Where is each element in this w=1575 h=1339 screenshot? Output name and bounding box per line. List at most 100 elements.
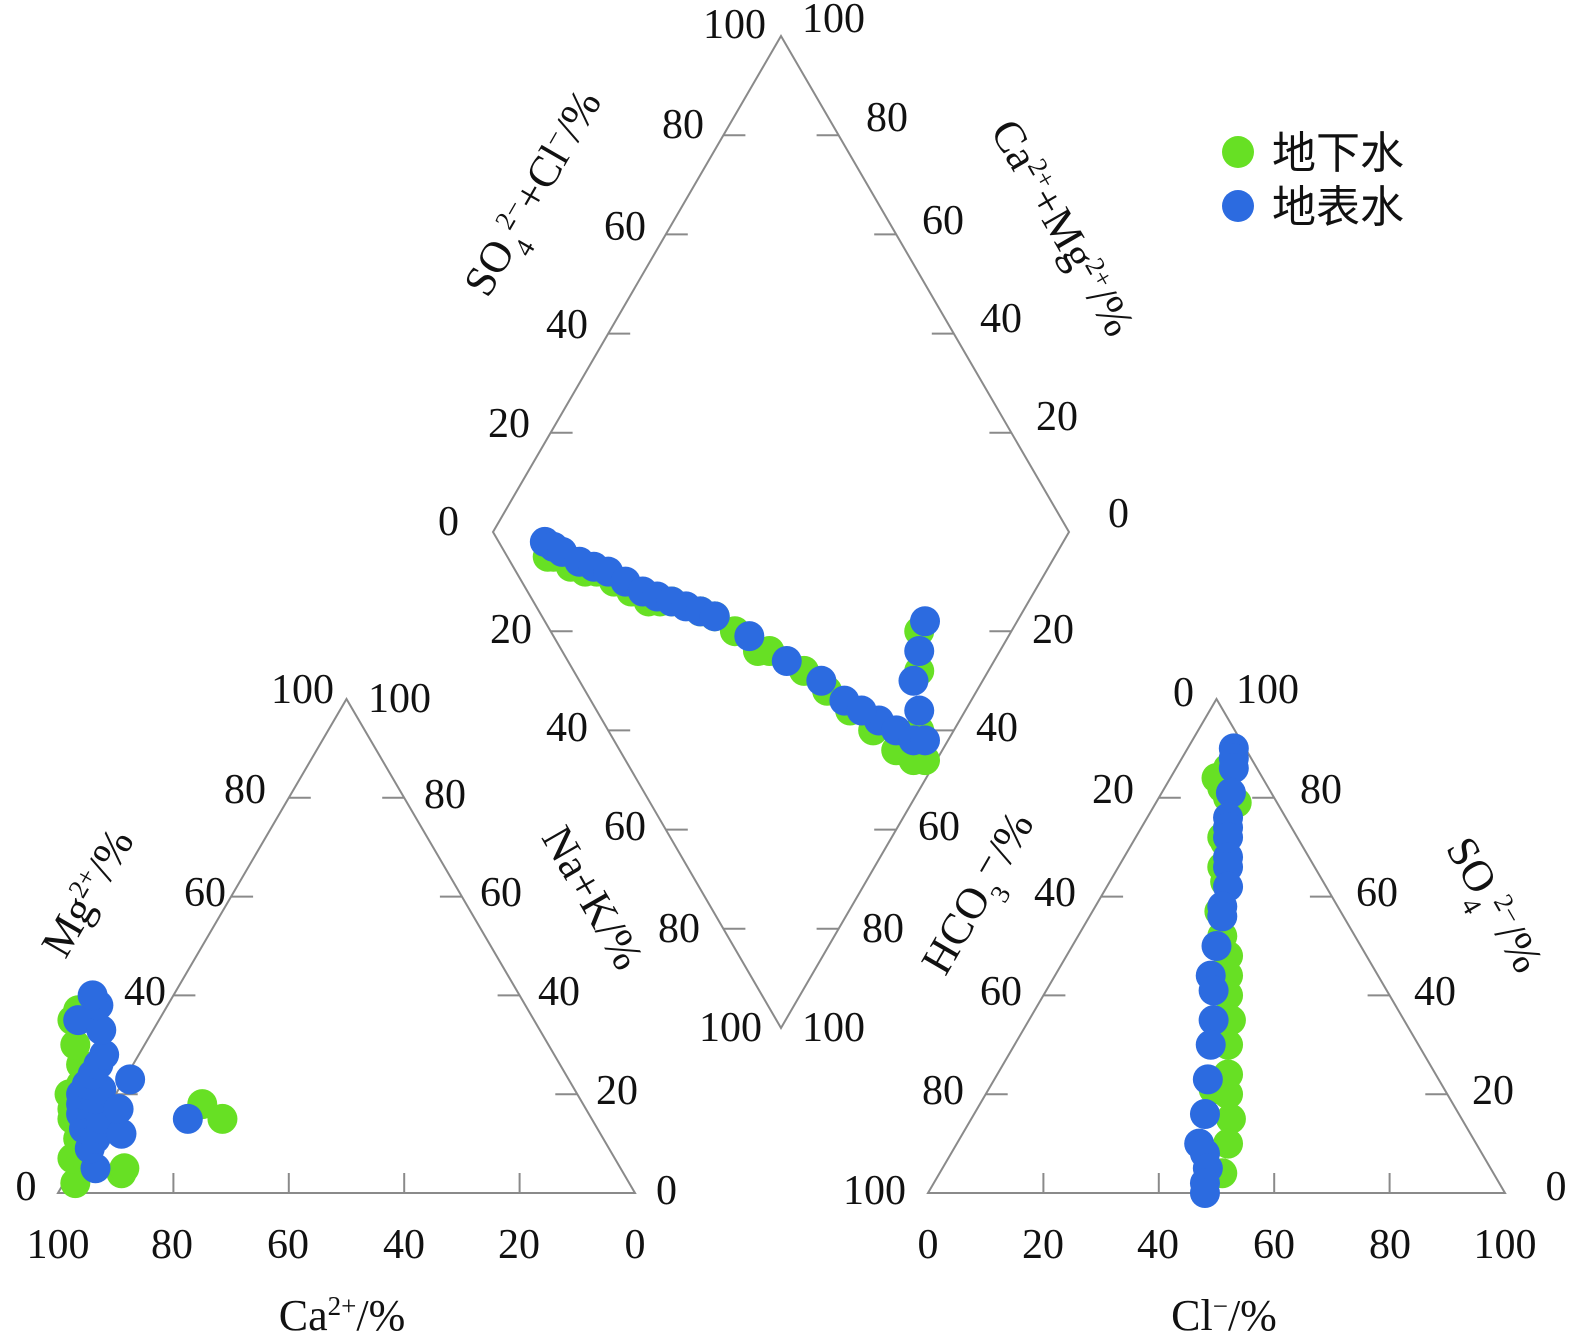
diamond-ll-tick-label: 100	[699, 1005, 762, 1051]
groundwater-point	[207, 1103, 238, 1134]
diamond-ll-tick-label: 60	[604, 804, 646, 850]
anion-x-axis-label: Cl−/%	[1171, 1291, 1277, 1339]
cation-x-tick-label: 80	[151, 1222, 193, 1268]
diamond-lr-tick-label: 100	[802, 1005, 865, 1051]
diamond-ll-tick-label: 80	[658, 906, 700, 952]
cation-x-tick-label: 60	[267, 1222, 309, 1268]
cation-x-axis-label: Ca2+/%	[279, 1291, 406, 1339]
cation-left-axis-label: Mg2+/%	[32, 820, 144, 965]
cation-left-tick-label: 100	[271, 667, 334, 713]
anion-left-tick-label: 60	[980, 969, 1022, 1015]
cation-right-tick-label: 20	[596, 1068, 638, 1114]
anion-right-tick-label: 20	[1472, 1068, 1514, 1114]
diamond-lr-tick-label: 80	[862, 906, 904, 952]
piper-diamond	[491, 34, 1071, 1030]
anion-x-tick-label: 20	[1022, 1222, 1064, 1268]
cation-x-tick-label: 0	[625, 1222, 646, 1268]
diamond-ul-tick-label: 60	[604, 204, 646, 250]
cation-triangle	[56, 697, 637, 1194]
groundwater-point	[1215, 1103, 1246, 1134]
tick-labels: 100 80 60 40 20 0 0 20 40 60 80 100 100 80 60 40 20 0 0 20 4…	[16, 0, 1567, 1268]
diamond-ll-tick-label: 40	[546, 705, 588, 751]
surfacewater-point	[734, 621, 765, 652]
diamond-ul-tick-label: 0	[438, 499, 459, 545]
anion-x-tick-label: 80	[1369, 1222, 1411, 1268]
diamond-ul-tick-label: 80	[662, 102, 704, 148]
anion-right-tick-label: 100	[1236, 667, 1299, 713]
data-points	[54, 526, 1252, 1208]
diamond-ur-tick-label: 80	[866, 95, 908, 141]
diamond-ul-tick-label: 100	[703, 2, 766, 48]
diamond-ur-tick-label: 100	[802, 0, 865, 42]
surfacewater-point	[910, 606, 940, 637]
cation-right-tick-label: 100	[368, 676, 431, 722]
diamond-ur-tick-label: 20	[1036, 394, 1078, 440]
anion-right-tick-label: 0	[1546, 1164, 1567, 1210]
surfacewater-point	[103, 1094, 134, 1125]
surfacewater-point	[771, 645, 802, 676]
surfacewater-point	[1198, 975, 1229, 1006]
surfacewater-point	[1189, 1098, 1220, 1129]
cation-right-tick-label: 60	[480, 870, 522, 916]
diamond-lr-tick-label: 20	[1032, 607, 1074, 653]
surfacewater-point	[1192, 1064, 1223, 1095]
anion-x-tick-label: 60	[1253, 1222, 1295, 1268]
anion-left-tick-label: 80	[922, 1068, 964, 1114]
groundwater-point	[60, 1029, 91, 1060]
cation-x-tick-label: 40	[383, 1222, 425, 1268]
diamond-ur-tick-label: 40	[980, 296, 1022, 342]
surfacewater-point	[115, 1064, 146, 1095]
anion-left-tick-label: 0	[1173, 670, 1194, 716]
anion-left-tick-label: 100	[843, 1168, 906, 1214]
axis-labels: Ca2+/% Cl−/%Mg2+/% Na+K/% HCO3⁻/% SO42−/%SO4…	[32, 81, 1553, 1339]
surfacewater-point	[806, 665, 837, 696]
surfacewater-point	[172, 1103, 203, 1134]
surfacewater-point	[1207, 901, 1238, 932]
surfacewater-point	[86, 1014, 117, 1045]
anion-x-tick-label: 0	[918, 1222, 939, 1268]
legend-marker	[1222, 190, 1254, 222]
surfacewater-point	[1201, 931, 1232, 961]
cation-left-tick-label: 40	[124, 969, 166, 1015]
anion-x-tick-label: 40	[1137, 1222, 1179, 1268]
anion-right-tick-label: 40	[1414, 969, 1456, 1015]
cation-right-tick-label: 40	[538, 969, 580, 1015]
cation-left-tick-label: 80	[224, 767, 266, 813]
diamond-ul-tick-label: 40	[546, 302, 588, 348]
legend-label: 地表水	[1272, 182, 1404, 233]
legend-label: 地下水	[1272, 128, 1404, 179]
diamond-ur-tick-label: 0	[1108, 491, 1129, 537]
surfacewater-point	[846, 695, 877, 726]
surfacewater-point	[1215, 777, 1246, 808]
legend-marker	[1222, 136, 1254, 168]
cation-right-tick-label: 80	[424, 772, 466, 818]
diamond-ll-tick-label: 20	[490, 607, 532, 653]
surfacewater-point	[904, 636, 935, 667]
diamond-ur-tick-label: 60	[922, 198, 964, 244]
cation-x-tick-label: 20	[498, 1222, 540, 1268]
diamond-lr-tick-label: 60	[918, 804, 960, 850]
surfacewater-point	[106, 1118, 137, 1149]
groundwater-point	[1213, 1128, 1244, 1159]
diamond-ul-tick-label: 20	[488, 401, 530, 447]
surfacewater-point	[910, 725, 940, 756]
cation-left-tick-label: 60	[184, 870, 226, 916]
diamond-lr-tick-label: 40	[976, 705, 1018, 751]
diamond-left-axis-label: SO42−+Cl−/%	[454, 81, 620, 309]
cation-left-tick-label: 0	[16, 1164, 37, 1210]
surfacewater-point	[904, 695, 935, 726]
anion-left-tick-label: 20	[1092, 767, 1134, 813]
anion-right-axis-label: SO42−/%	[1427, 829, 1553, 987]
surfacewater-point	[89, 1039, 120, 1070]
anion-right-tick-label: 60	[1356, 870, 1398, 916]
groundwater-point	[109, 1153, 140, 1184]
anion-x-tick-label: 100	[1474, 1222, 1537, 1268]
surfacewater-point	[77, 980, 108, 1011]
tick-marks	[115, 134, 1448, 1193]
surfacewater-point	[1189, 1178, 1220, 1208]
cation-x-tick-label: 100	[27, 1222, 90, 1268]
surfacewater-point	[699, 601, 730, 632]
anion-right-tick-label: 80	[1300, 767, 1342, 813]
